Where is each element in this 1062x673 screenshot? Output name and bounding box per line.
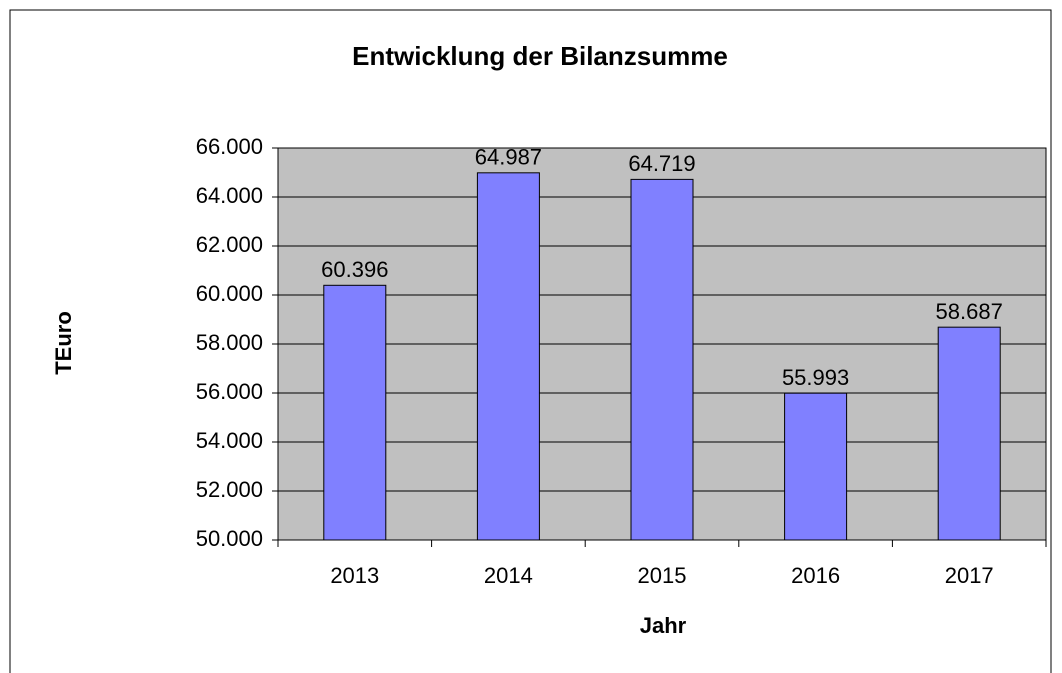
y-tick-label: 56.000 [196, 379, 263, 404]
chart-title: Entwicklung der Bilanzsumme [352, 41, 728, 71]
x-tick-label: 2016 [791, 563, 840, 588]
y-tick-label: 58.000 [196, 330, 263, 355]
chart-frame [9, 9, 1052, 673]
x-axis-label: Jahr [640, 613, 687, 638]
bar [784, 392, 848, 541]
bar [476, 172, 540, 541]
data-label: 64.719 [628, 151, 695, 176]
data-label: 64.987 [475, 145, 542, 170]
y-tick-label: 54.000 [196, 428, 263, 453]
data-label: 60.396 [321, 257, 388, 282]
bar [323, 284, 387, 541]
y-tick-label: 50.000 [196, 526, 263, 551]
bar [630, 178, 694, 541]
bar [937, 326, 1001, 541]
x-tick-label: 2017 [945, 563, 994, 588]
data-label: 55.993 [782, 365, 849, 390]
y-tick-label: 52.000 [196, 477, 263, 502]
x-tick-label: 2015 [638, 563, 687, 588]
data-label: 58.687 [936, 299, 1003, 324]
y-axis-label: TEuro [51, 311, 76, 375]
y-tick-label: 62.000 [196, 232, 263, 257]
x-tick-label: 2013 [330, 563, 379, 588]
x-tick-label: 2014 [484, 563, 533, 588]
y-tick-label: 60.000 [196, 281, 263, 306]
y-tick-label: 66.000 [196, 134, 263, 159]
y-tick-label: 64.000 [196, 183, 263, 208]
